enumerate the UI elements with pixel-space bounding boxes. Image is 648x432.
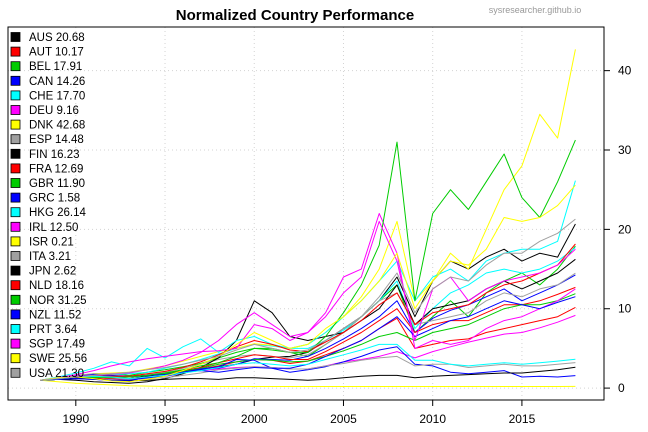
legend-label-sgp: SGP 17.49 bbox=[29, 339, 85, 351]
x-tick-label-2000: 2000 bbox=[241, 412, 268, 426]
legend-swatch-nor bbox=[10, 294, 21, 305]
series-line-fra bbox=[40, 286, 576, 381]
series-line-sgp bbox=[40, 220, 576, 381]
legend-swatch-aus bbox=[10, 32, 21, 42]
legend-label-jpn: JPN 2.62 bbox=[29, 266, 76, 278]
legend-swatch-esp bbox=[10, 134, 21, 145]
legend-swatch-nld bbox=[10, 280, 21, 291]
legend-swatch-can bbox=[10, 75, 21, 86]
legend-label-dnk: DNK 42.68 bbox=[29, 120, 85, 132]
legend-label-nor: NOR 31.25 bbox=[29, 295, 87, 307]
legend-swatch-che bbox=[10, 90, 21, 101]
chart-title: Normalized Country Performance bbox=[176, 7, 414, 24]
legend-label-ita: ITA 3.21 bbox=[29, 251, 71, 263]
y-tick-label-20: 20 bbox=[618, 222, 632, 236]
legend-swatch-gbr bbox=[10, 178, 21, 188]
legend-swatch-swe bbox=[10, 353, 21, 364]
y-tick-label-40: 40 bbox=[618, 64, 632, 78]
legend-label-can: CAN 14.26 bbox=[29, 76, 85, 88]
x-tick-label-2015: 2015 bbox=[509, 412, 536, 426]
series-line-swe bbox=[40, 184, 576, 383]
x-tick-label-1990: 1990 bbox=[62, 412, 89, 426]
series-lines bbox=[40, 49, 576, 387]
legend-swatch-irl bbox=[10, 221, 21, 232]
legend-label-aut: AUT 10.17 bbox=[29, 47, 84, 59]
legend-swatch-dnk bbox=[10, 119, 21, 130]
grid bbox=[8, 27, 604, 400]
legend-swatch-nzl bbox=[10, 309, 21, 320]
legend-swatch-jpn bbox=[10, 265, 21, 276]
series-line-gbr bbox=[40, 293, 576, 381]
y-tick-label-30: 30 bbox=[618, 143, 632, 157]
x-tick-label-2010: 2010 bbox=[419, 412, 446, 426]
legend-label-fra: FRA 12.69 bbox=[29, 163, 83, 175]
series-line-nld bbox=[40, 243, 576, 381]
series-line-ita bbox=[40, 355, 576, 381]
x-tick-label-2005: 2005 bbox=[330, 412, 357, 426]
axes: 1990 1995 2000 2005 2010 2015 0 10 20 30 40 bbox=[62, 64, 631, 426]
series-line-isr bbox=[40, 379, 576, 387]
legend-label-nzl: NZL 11.52 bbox=[29, 309, 81, 321]
legend-label-hkg: HKG 26.14 bbox=[29, 207, 86, 219]
legend-swatch-sgp bbox=[10, 338, 21, 349]
legend-swatch-aut bbox=[10, 46, 21, 57]
legend-label-prt: PRT 3.64 bbox=[29, 324, 78, 336]
legend: AUS 20.68 AUT 10.17 BEL 17.91 CAN 14.26 CHE … bbox=[10, 32, 87, 380]
series-line-che bbox=[40, 247, 576, 381]
legend-swatch-usa bbox=[10, 367, 21, 378]
legend-label-aus: AUS 20.68 bbox=[29, 32, 85, 44]
legend-label-grc: GRC 1.58 bbox=[29, 193, 80, 205]
legend-label-deu: DEU 9.16 bbox=[29, 105, 79, 117]
legend-swatch-grc bbox=[10, 192, 21, 203]
series-line-prt bbox=[40, 343, 576, 381]
legend-swatch-bel bbox=[10, 61, 21, 72]
y-tick-label-0: 0 bbox=[618, 381, 625, 395]
legend-label-esp: ESP 14.48 bbox=[29, 134, 84, 146]
legend-swatch-fra bbox=[10, 163, 21, 174]
x-tick-label-1995: 1995 bbox=[152, 412, 179, 426]
legend-label-swe: SWE 25.56 bbox=[29, 353, 87, 365]
legend-label-che: CHE 17.70 bbox=[29, 90, 85, 102]
legend-label-fin: FIN 16.23 bbox=[29, 149, 80, 161]
plot-area-border bbox=[7, 26, 605, 401]
series-line-usa bbox=[40, 218, 576, 381]
legend-swatch-deu bbox=[10, 105, 21, 115]
series-line-jpn bbox=[40, 366, 576, 382]
watermark-text: sysresearcher.github.io bbox=[489, 5, 582, 15]
legend-label-usa: USA 21.30 bbox=[29, 368, 84, 380]
legend-swatch-isr bbox=[10, 236, 21, 247]
legend-label-bel: BEL 17.91 bbox=[29, 61, 82, 73]
legend-swatch-ita bbox=[10, 251, 21, 261]
legend-label-isr: ISR 0.21 bbox=[29, 236, 74, 248]
legend-swatch-prt bbox=[10, 324, 21, 334]
legend-label-gbr: GBR 11.90 bbox=[29, 178, 85, 190]
series-line-nor bbox=[40, 139, 576, 381]
legend-label-nld: NLD 18.16 bbox=[29, 280, 84, 292]
legend-swatch-hkg bbox=[10, 207, 21, 218]
legend-label-irl: IRL 12.50 bbox=[29, 222, 78, 234]
legend-swatch-fin bbox=[10, 148, 21, 159]
y-tick-label-10: 10 bbox=[618, 302, 632, 316]
